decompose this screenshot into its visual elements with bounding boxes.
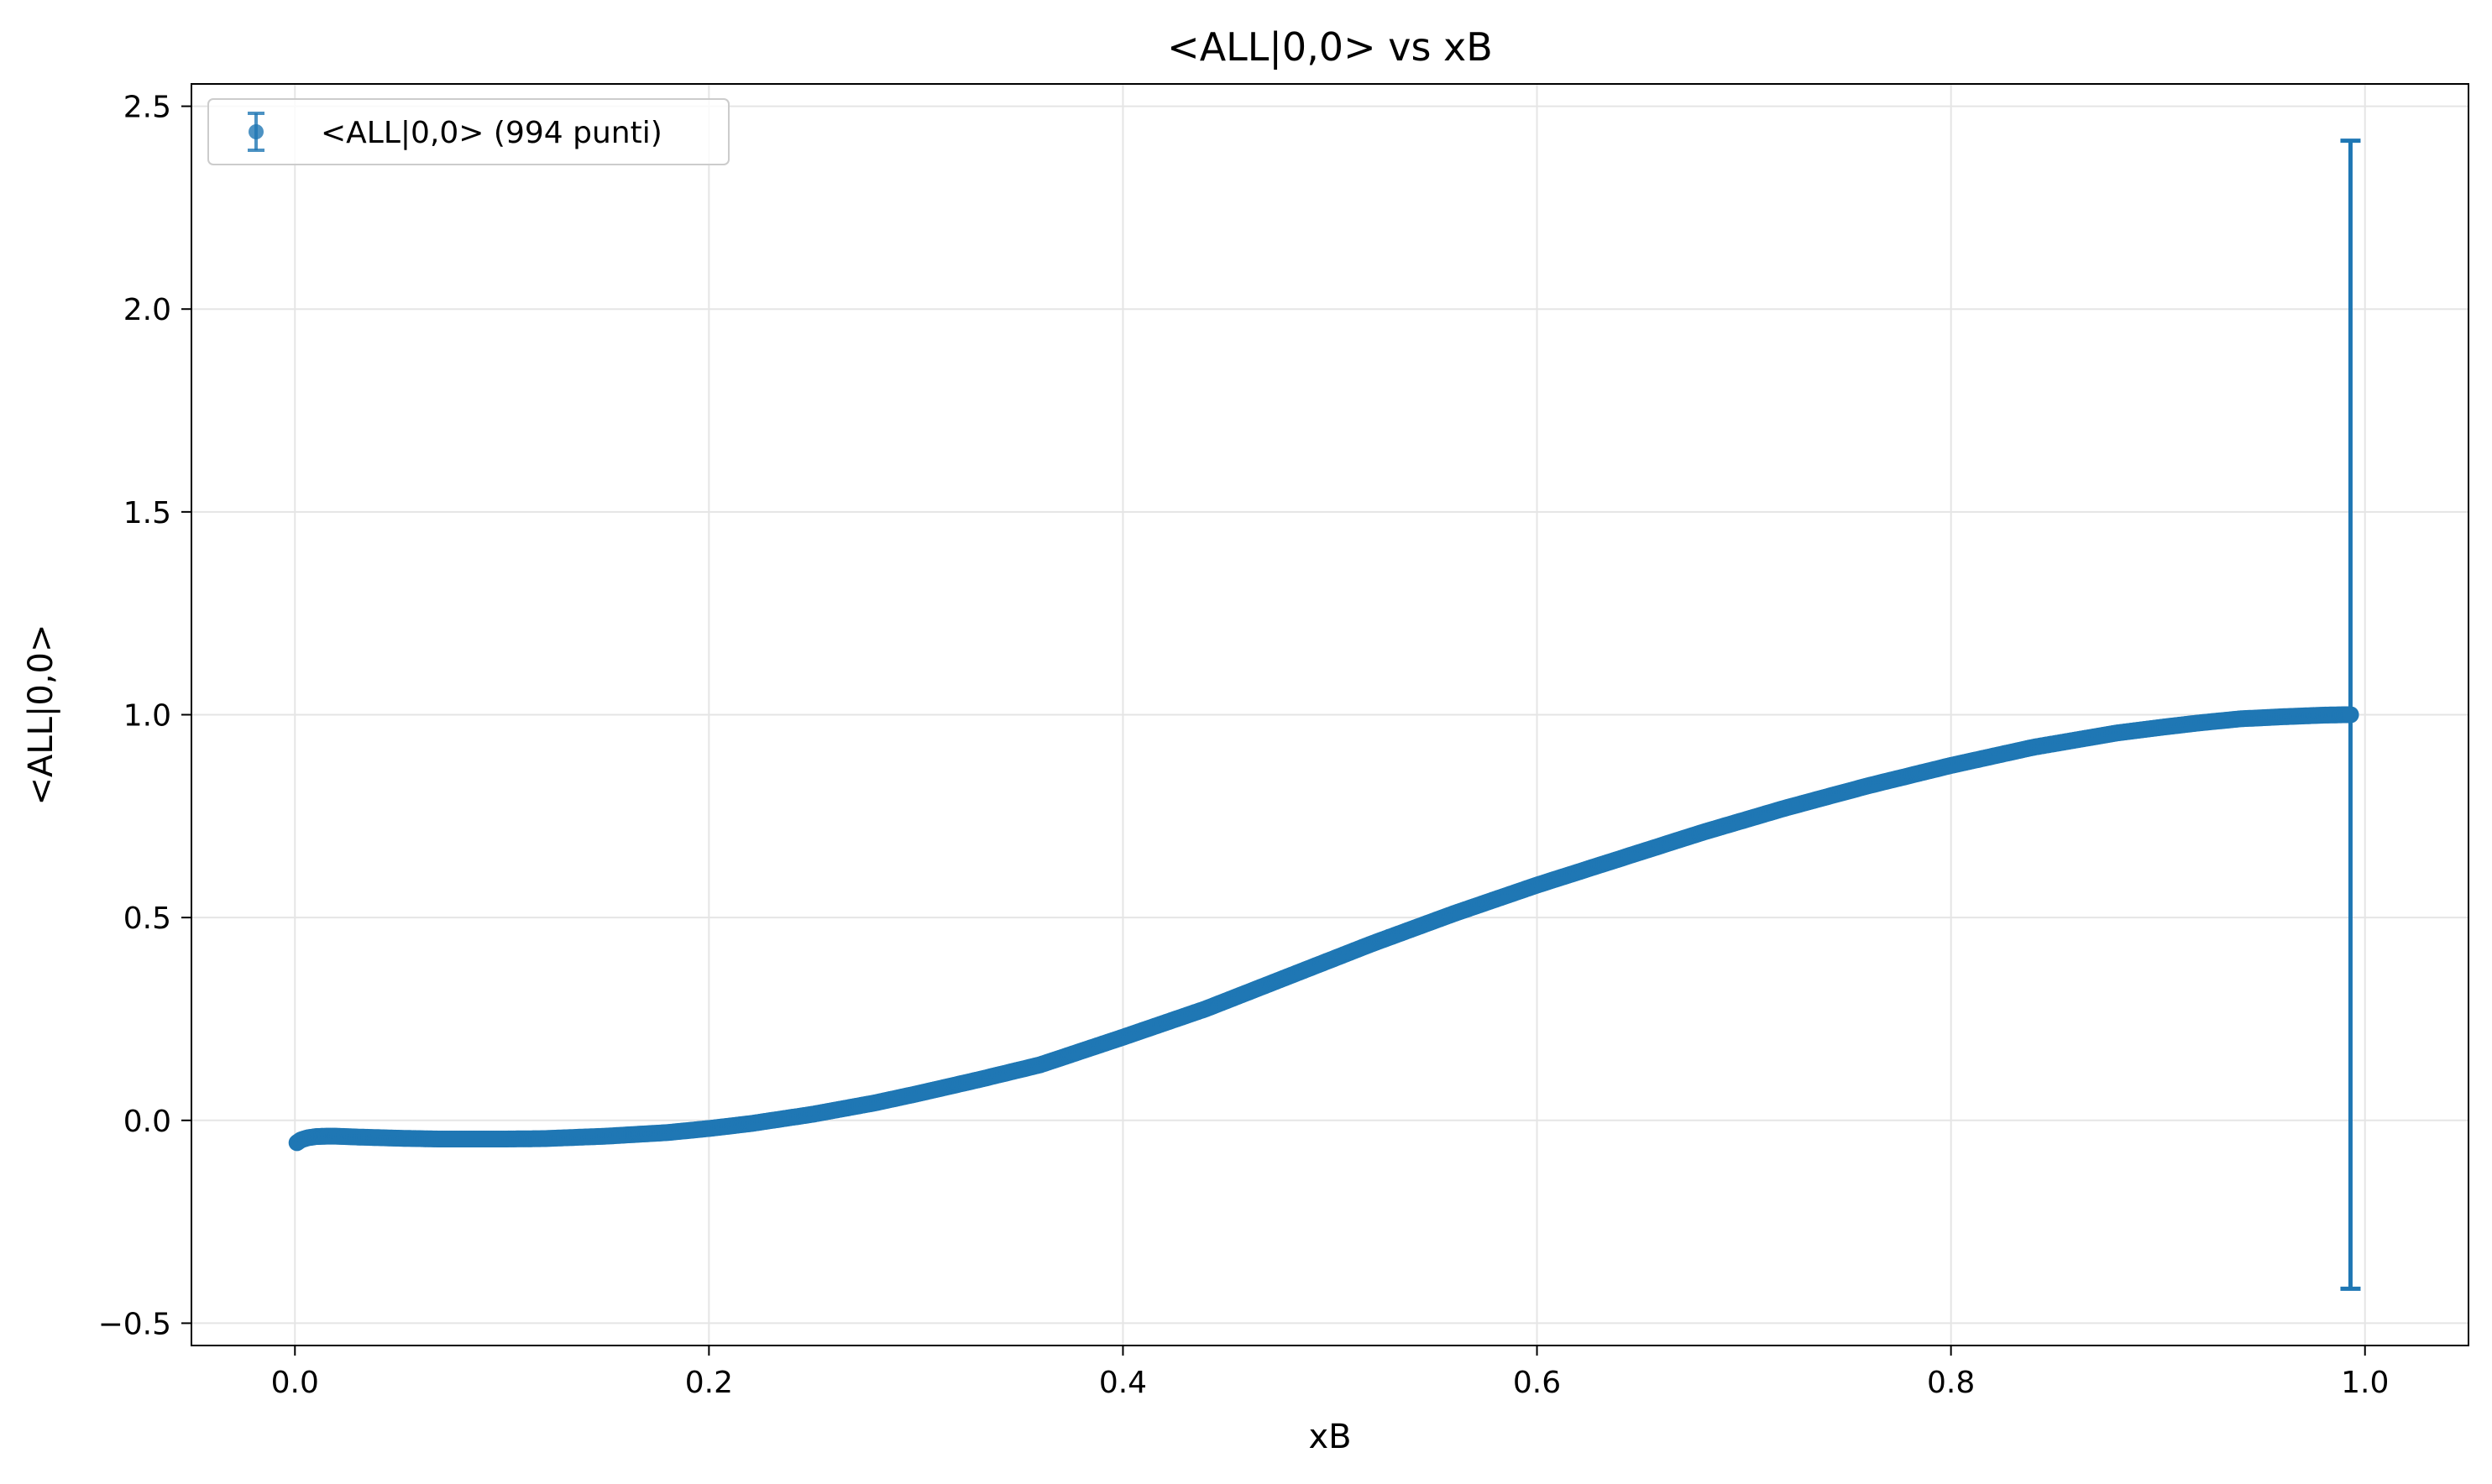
y-axis-label: <ALL|0,0> [22, 624, 60, 805]
x-tick-label: 0.0 [271, 1366, 319, 1400]
y-tick-label: 2.0 [123, 293, 171, 327]
axis-ticks: 0.0 0.2 0.4 0.6 0.8 1.0 −0.5 0.0 0.5 1.0 1.5 2.0 2.5 [98, 91, 2390, 1400]
x-tick-label: 1.0 [2341, 1366, 2389, 1400]
grid [191, 84, 2468, 1346]
x-axis-label: xB [1308, 1418, 1351, 1456]
x-tick-label: 0.8 [1927, 1366, 1975, 1400]
series-points [288, 706, 2359, 1152]
legend-box [207, 98, 730, 165]
y-tick-label: 0.0 [123, 1105, 171, 1139]
y-tick-label: 0.5 [123, 901, 171, 936]
x-tick-label: 0.4 [1099, 1366, 1147, 1400]
y-tick-label: −0.5 [98, 1307, 171, 1341]
legend-label: <ALL|0,0> (994 punti) [321, 116, 662, 150]
error-bars [2340, 138, 2361, 1291]
legend-dot [249, 124, 264, 139]
x-tick-label: 0.2 [685, 1366, 733, 1400]
legend[interactable]: <ALL|0,0> (994 punti) [207, 98, 730, 165]
y-tick-label: 2.5 [123, 91, 171, 125]
y-tick-label: 1.5 [123, 496, 171, 530]
legend-marker-icon [248, 112, 264, 152]
x-tick-label: 0.6 [1513, 1366, 1561, 1400]
data-point [2342, 706, 2359, 724]
chart-title: <ALL|0,0> vs xB [1167, 24, 1493, 71]
y-tick-label: 1.0 [123, 699, 171, 734]
